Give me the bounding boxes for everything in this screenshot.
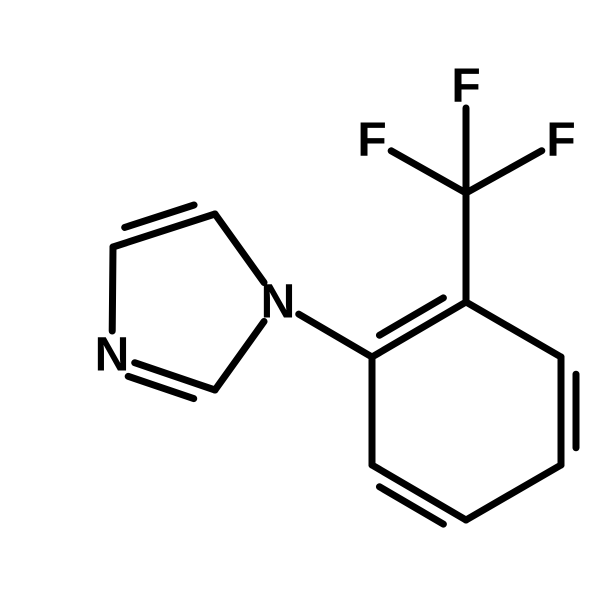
atom-label-f: F <box>451 60 480 113</box>
bond-line <box>466 302 561 357</box>
atom-label-n: N <box>95 329 130 382</box>
bond-line <box>379 298 443 335</box>
bond-line <box>299 314 372 357</box>
bond-line <box>466 465 561 520</box>
atom-label-f: F <box>546 114 575 167</box>
bond-line <box>391 151 466 193</box>
bond-line <box>112 247 113 331</box>
bond-line <box>215 214 264 282</box>
molecule-diagram: N N F F F <box>0 0 600 600</box>
bond-line <box>113 214 215 247</box>
bond-line <box>379 487 443 524</box>
bond-line <box>215 322 264 390</box>
bond-line <box>466 151 542 193</box>
atom-label-f: F <box>357 114 386 167</box>
atom-label-n: N <box>261 276 296 329</box>
